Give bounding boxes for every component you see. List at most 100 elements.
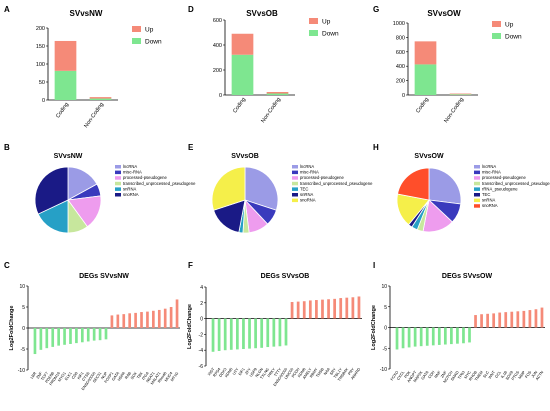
y-tick-label-i: 5 — [384, 305, 387, 311]
bar-up-c — [152, 310, 155, 328]
bar-up-f — [333, 298, 337, 319]
bar-down-f — [223, 318, 227, 351]
panel-letter-h: H — [373, 143, 379, 152]
bar-down-i — [425, 327, 429, 346]
x-tick-label-i: RNF — [434, 370, 442, 379]
bar-down-d — [231, 54, 254, 95]
x-tick-label-f: ZFY — [244, 367, 252, 376]
legend-label-b: snoRNA — [123, 192, 139, 197]
x-tick-label-c: GATA — [111, 371, 120, 382]
x-tick-label-c: NEAT1 — [146, 371, 156, 383]
x-tick-label-i: ANGPT — [407, 370, 418, 384]
x-tick-label-g: Coding — [415, 97, 430, 115]
x-tick-label-c: RAB — [124, 371, 132, 380]
x-tick-label-i: MYC — [464, 370, 472, 379]
bar-down-i — [437, 327, 441, 345]
y-tick-label-c: -10 — [18, 368, 25, 374]
bar-up-i — [480, 314, 483, 328]
bar-down-i — [413, 327, 417, 347]
legend-label-e: TEC — [300, 186, 308, 191]
bar-down-f — [242, 318, 245, 350]
legend-label-b: transcribed_unprocessed_pseudogene — [123, 181, 196, 186]
bar-down-i — [462, 327, 465, 344]
bar-down-a — [89, 98, 112, 100]
stacked-bar-chart-g: SVvsOW 0 200 400 600 800 1000 Coding Non-Coding U… — [393, 9, 522, 124]
legend-swatch-e — [292, 187, 298, 191]
pie-chart-b: SVvsNW lncRNAmisc-RNAprocessed-pseudogene… — [34, 153, 196, 234]
y-tick-label-c: -5 — [21, 347, 26, 353]
legend-swatch-a — [132, 38, 141, 44]
bar-down-i — [456, 327, 459, 344]
x-tick-label-f: TMSB — [315, 367, 325, 378]
x-tick-label-i: WNT — [488, 370, 497, 380]
y-tick-label-c: 0 — [22, 326, 25, 332]
legend-swatch-b — [115, 187, 121, 191]
legend-label-e: transcribed_unprocessed_pseudogene — [300, 181, 373, 186]
x-tick-label-c: TCF7 — [40, 371, 49, 381]
bar-down-c — [39, 328, 43, 350]
bar-down-i — [431, 327, 435, 346]
bar-down-c — [86, 328, 90, 342]
bar-down-i — [395, 327, 399, 350]
bar-up-i — [522, 310, 526, 328]
bar-up-f — [296, 301, 300, 319]
x-tick-label-c: Rbm48 — [157, 371, 167, 383]
legend-label-e: lncRNA — [300, 164, 314, 169]
x-tick-label-c: SEC31 — [92, 371, 102, 383]
x-tick-label-i: ACTN — [535, 370, 544, 381]
panel-letter-g: G — [373, 5, 379, 14]
y-tick-label-d: 400 — [213, 43, 222, 49]
legend-label-g: Down — [505, 34, 522, 41]
bar-down-f — [235, 318, 239, 350]
bar-up-i — [492, 313, 496, 328]
legend-swatch-h — [474, 170, 480, 175]
bar-down-f — [260, 318, 264, 348]
pie-slice-e — [211, 166, 246, 211]
bar-up-d — [231, 33, 254, 55]
bar-down-i — [450, 327, 453, 345]
x-tick-label-c: NUP — [100, 371, 108, 380]
legend-label-a: Up — [145, 27, 154, 34]
x-tick-label-i: SOX9 — [505, 370, 514, 381]
y-tick-label-f: -2 — [199, 332, 204, 338]
legend-swatch-b — [115, 181, 121, 186]
bar-up-i — [510, 311, 514, 328]
x-tick-label-i: FOS — [524, 370, 532, 379]
bar-down-c — [69, 328, 72, 344]
x-tick-label-i: NOTCH — [443, 370, 454, 384]
x-tick-label-f: EIF1 — [238, 367, 246, 376]
bar-up-a — [54, 40, 77, 71]
x-tick-label-c: CD8 — [71, 371, 79, 380]
bar-down-c — [57, 328, 60, 346]
panel-letter-c: C — [4, 261, 10, 270]
legend-label-h: TEC — [482, 192, 490, 197]
legend-swatch-b — [115, 165, 121, 169]
legend-swatch-h — [474, 165, 480, 169]
bar-up-i — [498, 312, 502, 328]
legend-label-a: Down — [145, 39, 162, 46]
x-tick-label-f: RBMY — [309, 367, 319, 379]
x-tick-label-c: CTSS — [81, 371, 90, 382]
x-tick-label-f: KDM6 — [297, 367, 306, 378]
chart-title-f: DEGs SVvsOB — [261, 273, 310, 280]
x-tick-label-f: PCDH — [291, 367, 301, 378]
x-tick-label-f: RPS4 — [212, 367, 221, 377]
legend-swatch-e — [292, 165, 298, 169]
panel-letter-b: B — [4, 143, 10, 152]
x-tick-label-f: KDM5 — [224, 367, 233, 378]
y-tick-label-g: 800 — [396, 35, 405, 41]
bar-up-i — [534, 309, 538, 328]
legend-swatch-g — [492, 21, 501, 27]
y-tick-label-d: 200 — [213, 68, 222, 74]
y-tick-label-f: 0 — [200, 317, 203, 323]
x-tick-label-c: SOX — [130, 371, 138, 380]
x-tick-label-i: MMP — [518, 370, 527, 380]
stacked-bar-chart-a: SVvsNW 0 50 100 150 200 Coding Non-Coding Up Down — [36, 9, 162, 129]
x-tick-label-c: FOXP1 — [104, 371, 114, 383]
legend-label-e: snoRNA — [300, 198, 316, 203]
bar-up-c — [157, 309, 161, 328]
x-tick-label-f: LINC00 — [284, 367, 295, 380]
x-tick-label-c: ITGA — [141, 371, 150, 381]
legend-label-h: processed-pseudogene — [482, 175, 526, 180]
